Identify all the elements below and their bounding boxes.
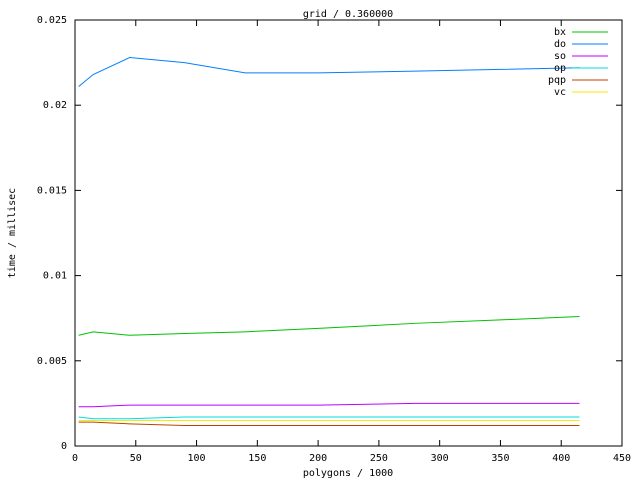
x-tick-label: 350 xyxy=(491,453,509,464)
y-tick-label: 0.015 xyxy=(37,185,67,196)
series-line xyxy=(78,416,580,420)
y-tick-label: 0 xyxy=(61,441,67,452)
series-line xyxy=(78,421,580,427)
x-tick-label: 150 xyxy=(248,453,266,464)
x-tick-label: 0 xyxy=(72,453,78,464)
y-tick-label: 0.02 xyxy=(43,100,67,111)
legend-label: so xyxy=(554,51,566,62)
x-axis-label: polygons / 1000 xyxy=(303,468,393,479)
x-tick-label: 100 xyxy=(188,453,206,464)
y-tick-label: 0.025 xyxy=(37,15,67,26)
x-tick-label: 300 xyxy=(431,453,449,464)
x-tick-label: 250 xyxy=(370,453,388,464)
y-tick-label: 0.01 xyxy=(43,271,67,282)
legend-label: do xyxy=(554,39,566,50)
series-line xyxy=(78,56,580,87)
plot-border xyxy=(74,19,623,447)
x-tick-label: 400 xyxy=(552,453,570,464)
y-tick-label: 0.005 xyxy=(37,356,67,367)
chart-title: grid / 0.360000 xyxy=(303,9,393,20)
x-tick-label: 450 xyxy=(613,453,631,464)
legend-label: vc xyxy=(554,87,566,98)
x-tick-label: 200 xyxy=(309,453,327,464)
series-line xyxy=(78,402,580,408)
legend-label: pqp xyxy=(548,75,566,86)
x-tick-label: 50 xyxy=(130,453,142,464)
legend-label: op xyxy=(554,63,566,74)
series-line xyxy=(78,315,580,336)
y-axis-label: time / millisec xyxy=(7,188,18,278)
legend-label: bx xyxy=(554,27,566,38)
